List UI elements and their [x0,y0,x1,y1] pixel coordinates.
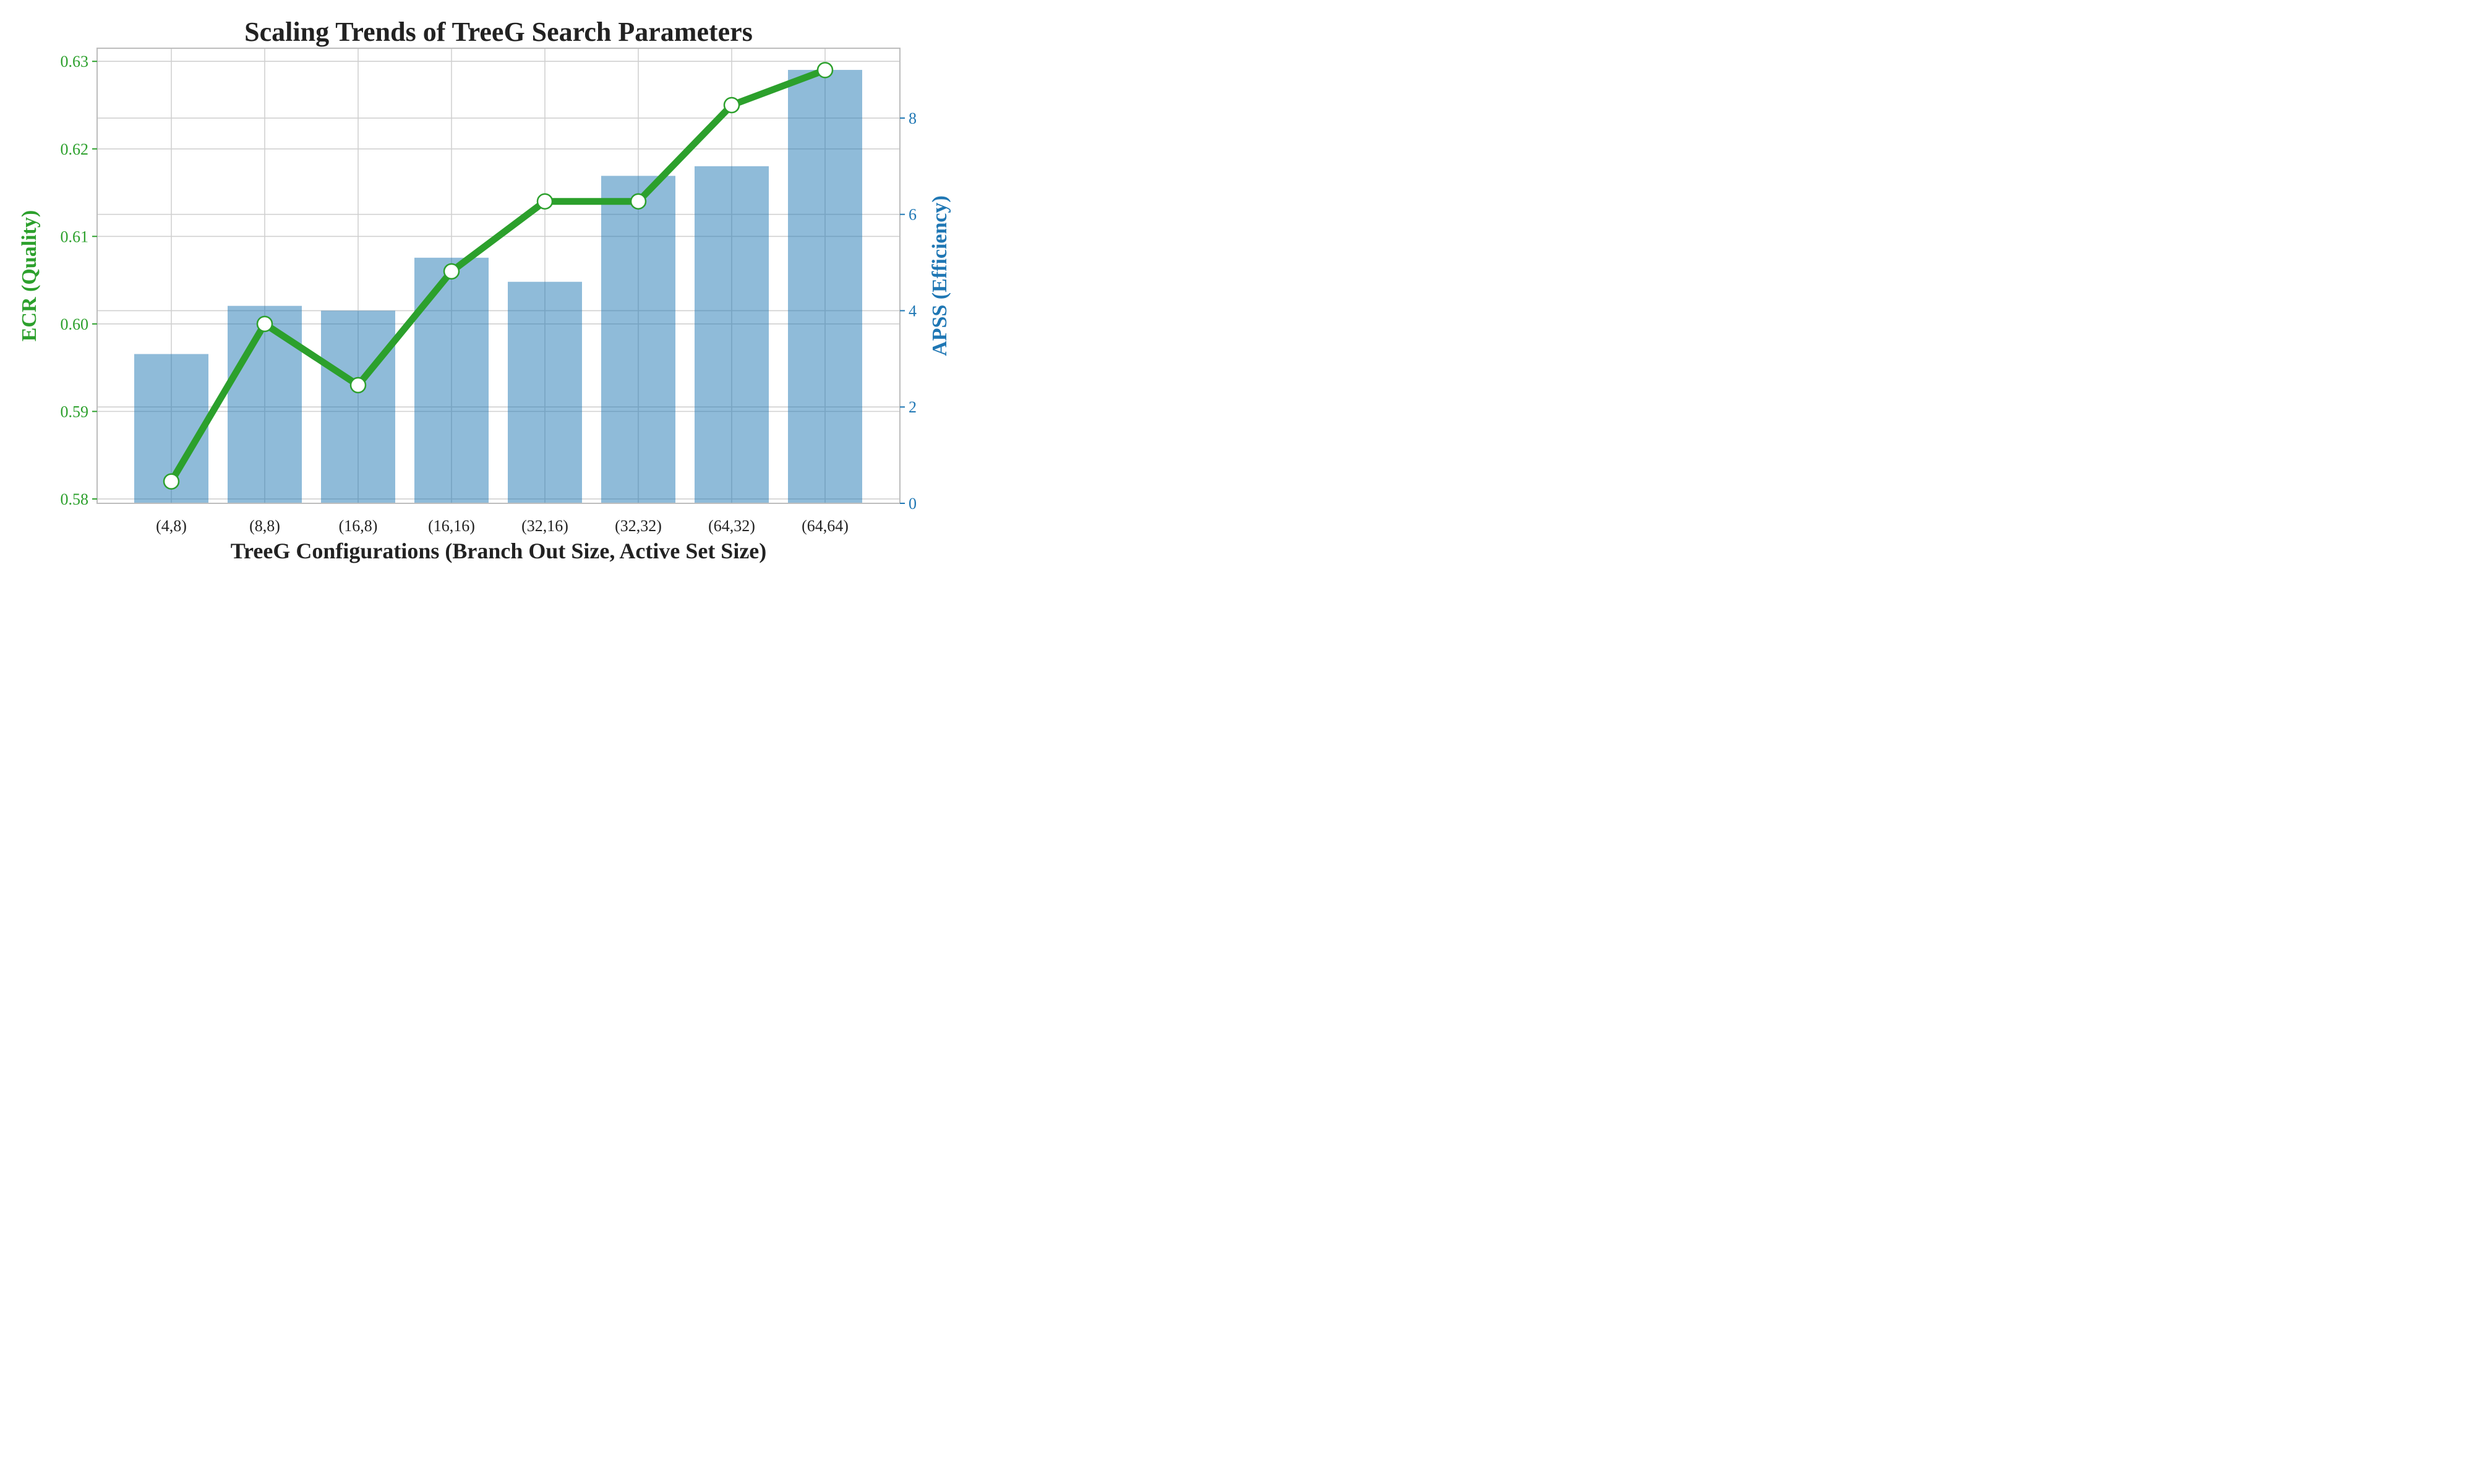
line-series [163,62,834,490]
left-tick-label: 0.58 [61,490,89,508]
x-axis: (4,8) (8,8) (16,8) (16,16) (32,16) (32,32) (64… [156,517,849,535]
line-point [536,193,554,210]
bar [228,305,302,503]
x-tick-label: (64,64) [802,517,849,535]
bar [321,310,395,503]
right-tick-label: 4 [909,302,917,320]
right-axis: 0 2 4 6 8 [900,109,917,513]
bar [601,176,675,503]
right-tick-label: 6 [909,206,917,224]
bar [508,281,582,503]
bar [695,166,769,503]
line-point [256,315,273,333]
line-point [349,377,367,394]
x-tick-label: (8,8) [249,517,280,535]
line-point [630,193,647,210]
x-tick-label: (32,32) [615,517,662,535]
line-point [163,473,180,490]
x-axis-label: TreeG Configurations (Branch Out Size, A… [231,539,767,563]
bar-series [134,70,862,504]
left-axis-label: ECR (Quality) [18,210,41,342]
series-line [168,66,829,485]
left-tick-label: 0.61 [61,228,89,245]
right-tick-label: 0 [909,495,917,513]
line-point [723,96,740,114]
x-tick-label: (64,32) [708,517,755,535]
left-axis: 0.58 0.59 0.60 0.61 0.62 0.63 [61,53,97,508]
bar [414,257,489,503]
left-tick-label: 0.60 [61,315,89,333]
chart-title: Scaling Trends of TreeG Search Parameter… [244,17,753,47]
grid [97,48,900,504]
x-tick-label: (4,8) [156,517,187,535]
x-tick-label: (32,16) [521,517,568,535]
left-tick-label: 0.59 [61,403,89,420]
line-point [443,263,460,280]
x-tick-label: (16,8) [339,517,378,535]
line-point [816,62,834,79]
left-tick-label: 0.63 [61,53,89,70]
plot-frame [96,48,901,504]
bar [788,70,862,504]
right-tick-label: 2 [909,398,917,416]
right-axis-label: APSS (Efficiency) [928,195,951,356]
chart: Scaling Trends of TreeG Search Parameter… [18,17,951,563]
left-tick-label: 0.62 [61,140,89,158]
right-tick-label: 8 [909,109,917,127]
x-tick-label: (16,16) [428,517,475,535]
